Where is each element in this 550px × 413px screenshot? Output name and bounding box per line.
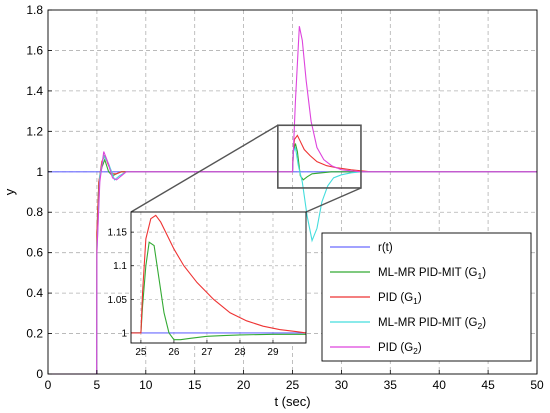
y-tick-label: 1.8 bbox=[26, 3, 43, 17]
inset-y-tick-label: 1.1 bbox=[113, 261, 127, 272]
y-tick-label: 1.6 bbox=[26, 43, 43, 57]
x-tick-label: 5 bbox=[94, 378, 101, 392]
x-tick-label: 40 bbox=[433, 378, 447, 392]
y-tick-label: 0.4 bbox=[26, 286, 43, 300]
inset-background bbox=[131, 212, 306, 343]
legend-label: PID (G1) bbox=[378, 292, 422, 306]
y-tick-label: 0.6 bbox=[26, 246, 43, 260]
inset-y-tick-label: 1.15 bbox=[108, 228, 128, 239]
inset-x-tick-label: 25 bbox=[135, 347, 147, 358]
zoom-indicator bbox=[130, 124, 362, 213]
legend-label: r(t) bbox=[378, 242, 393, 254]
inset-y-tick-label: 1 bbox=[121, 328, 127, 339]
inset-series-line bbox=[131, 214, 307, 334]
inset-x-tick-label: 26 bbox=[168, 347, 180, 358]
inset-x-tick-label: 28 bbox=[234, 347, 246, 358]
x-tick-label: 35 bbox=[384, 378, 398, 392]
zoom-connector bbox=[305, 187, 362, 213]
x-tick-label: 45 bbox=[481, 378, 495, 392]
x-tick-label: 30 bbox=[335, 378, 349, 392]
plot-frame bbox=[47, 9, 538, 375]
y-tick-label: 1.2 bbox=[26, 124, 43, 138]
main-axes: 0 5 10 15 20 25 30 35 40 45 50 0 0.2 0.4 0.6 0.8 1 1.2 1.4… bbox=[26, 3, 544, 392]
legend-label: ML-MR PID-MIT (G1) bbox=[378, 267, 486, 281]
y-tick-label: 0 bbox=[36, 367, 43, 381]
zoom-box bbox=[277, 124, 362, 189]
x-tick-label: 10 bbox=[139, 378, 153, 392]
inset-series-line bbox=[131, 241, 306, 341]
inset-frame bbox=[130, 211, 307, 344]
main-series bbox=[48, 26, 537, 375]
y-tick-label: 0.8 bbox=[26, 205, 43, 219]
x-tick-label: 0 bbox=[45, 378, 52, 392]
inset-plot: 25 26 27 28 29 1 1.05 1.1 1.15 bbox=[108, 211, 307, 358]
y-axis-label: y bbox=[2, 188, 17, 195]
y-tick-label: 1 bbox=[36, 165, 43, 179]
inset-y-tick-label: 1.05 bbox=[108, 295, 128, 306]
x-tick-label: 15 bbox=[188, 378, 202, 392]
y-tick-label: 0.2 bbox=[26, 327, 43, 341]
legend-label: PID (G2) bbox=[378, 342, 422, 356]
x-tick-label: 25 bbox=[286, 378, 300, 392]
inset-x-tick-label: 27 bbox=[201, 347, 213, 358]
y-tick-label: 1.4 bbox=[26, 84, 43, 98]
inset-x-tick-label: 29 bbox=[267, 347, 279, 358]
x-axis-label: t (sec) bbox=[274, 394, 310, 409]
series-line bbox=[48, 26, 537, 375]
legend: r(t) ML-MR PID-MIT (G1) PID (G1) ML-MR PID-… bbox=[321, 232, 532, 362]
legend-label: ML-MR PID-MIT (G2) bbox=[378, 317, 486, 331]
x-tick-label: 50 bbox=[530, 378, 544, 392]
x-tick-label: 20 bbox=[237, 378, 251, 392]
zoom-connector bbox=[130, 124, 279, 213]
